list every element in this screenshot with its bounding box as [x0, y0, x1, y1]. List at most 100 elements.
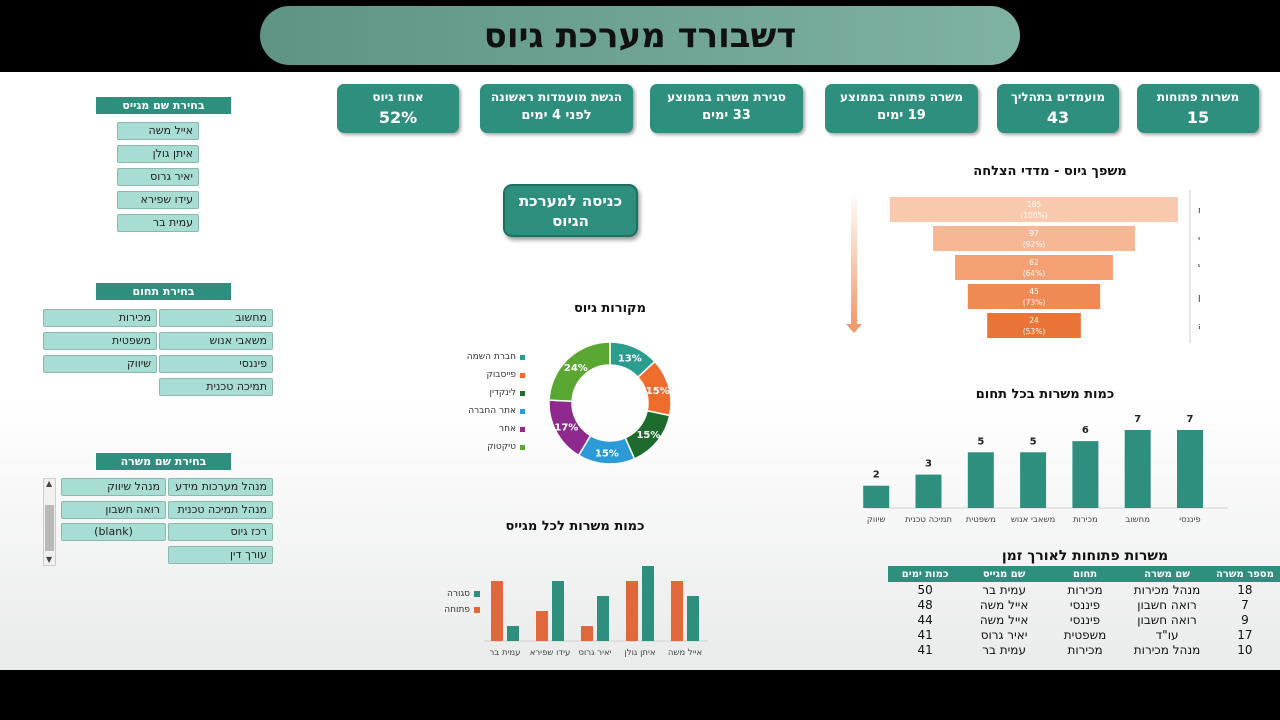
position-slicer-item[interactable]: עורך דין: [168, 546, 273, 564]
dashboard-title: דשבורד מערכת גיוס: [483, 15, 797, 56]
legend-item-closed: סגורה: [430, 586, 480, 602]
field-slicer-item[interactable]: פיננסי: [159, 355, 273, 373]
funnel-stage-value: 62: [1029, 258, 1039, 267]
field-bar-value: 2: [873, 470, 880, 481]
funnel-stage-value: 97: [1029, 229, 1039, 238]
kpi-value: 33 ימים: [702, 108, 751, 123]
column-header[interactable]: מספר משרה: [1209, 566, 1280, 582]
funnel-chart: 185 (100%) 1 - נשלחו קוח 97 (92%) 2 - ראיון ט…: [846, 190, 1200, 343]
recruiter-slicer-item[interactable]: אייל משה: [117, 122, 199, 140]
closed-bar: [687, 596, 699, 641]
column-header[interactable]: שם משרה: [1124, 566, 1210, 582]
column-header[interactable]: שם מגייס: [962, 566, 1046, 582]
field-category-label: משאבי אנוש: [1011, 515, 1055, 525]
legend-item: אחר: [455, 420, 525, 438]
field-slicer-item[interactable]: משפטית: [43, 332, 157, 350]
field-bar-value: 7: [1187, 414, 1194, 425]
table-row: 9 רואה חשבון פיננסי אייל משה 44: [888, 612, 1280, 627]
recruiter-slicer-item[interactable]: יאיר גרוס: [117, 168, 199, 186]
field-bar-value: 6: [1082, 425, 1089, 436]
field-category-label: משפטית: [966, 515, 996, 525]
kpi-label: הגשת מועמדות ראשונה: [491, 90, 622, 104]
donut-slice-label: 15%: [636, 430, 660, 441]
recruiter-chart-legend: סגורה פתוחה: [430, 586, 480, 618]
position-slicer-item[interactable]: רכז גיוס: [168, 523, 273, 541]
recruiter-slicer-item[interactable]: עמית בר: [117, 214, 199, 232]
field-slicer-item[interactable]: שיווק: [43, 355, 157, 373]
table-cell: פיננסי: [1069, 612, 1101, 627]
field-slicer-header: בחירת תחום: [96, 283, 231, 300]
open-bar: [491, 581, 503, 641]
kpi-first-application: הגשת מועמדות ראשונה לפני 4 ימים: [480, 84, 633, 133]
table-cell: מכירות: [1067, 582, 1103, 597]
enter-recruitment-system-button[interactable]: כניסה למערכת הגיוס: [503, 184, 638, 237]
field-bar-value: 3: [925, 459, 932, 470]
position-slicer-item[interactable]: מנהל שיווק: [61, 478, 166, 496]
field-bar: [1124, 430, 1151, 508]
closed-bar: [507, 626, 519, 641]
donut-slice-label: 15%: [646, 386, 670, 397]
funnel-stage-value: 24: [1029, 316, 1039, 325]
kpi-value: 52%: [378, 108, 418, 127]
open-bar: [626, 581, 638, 641]
table-cell: 41: [917, 642, 933, 657]
closed-bar: [642, 566, 654, 641]
scroll-down-icon[interactable]: ▼: [46, 555, 53, 564]
table-cell: משפטית: [1063, 627, 1107, 642]
recruiter-chart-title: כמות משרות לכל מגייס: [505, 519, 645, 534]
funnel-stage-pct: (73%): [1023, 298, 1046, 307]
recruiter-slicer-item[interactable]: עידו שפירא: [117, 191, 199, 209]
recruiter-bar-chart: אייל משה איתן גולן יאיר גרוס עידו שפירא עמית…: [484, 566, 708, 658]
kpi-avg-close-days: סגירת משרה בממוצע 33 ימים: [650, 84, 803, 133]
field-slicer-item[interactable]: משאבי אנוש: [159, 332, 273, 350]
kpi-label: משרות פתוחות: [1156, 90, 1240, 104]
recruiter-category-label: עמית בר: [490, 648, 521, 658]
position-slicer-item[interactable]: מנהל תמיכה טכנית: [168, 501, 273, 519]
jobs-table-title: משרות פתוחות לאורך זמן: [1001, 548, 1169, 564]
recruiter-category-label: יאיר גרוס: [578, 648, 611, 658]
funnel-arrow-shaft: [851, 192, 857, 326]
funnel-stage-bar: [955, 255, 1113, 280]
column-header[interactable]: תחום: [1045, 566, 1125, 582]
table-cell: 10: [1237, 642, 1253, 657]
scroll-thumb[interactable]: [45, 505, 54, 551]
kpi-candidates-in-process: מועמדים בתהליך 43: [997, 84, 1119, 133]
column-header[interactable]: כמות ימים: [888, 566, 963, 582]
field-chart-title: כמות משרות בכל תחום: [975, 387, 1115, 402]
funnel-stage-bar: [967, 284, 1101, 309]
field-bar: [863, 485, 890, 508]
field-category-label: שיווק: [867, 515, 886, 525]
closed-bar: [552, 581, 564, 641]
recruiter-category-label: איתן גולן: [624, 648, 655, 658]
recruiter-slicer-header: בחירת שם מגייס: [96, 97, 231, 114]
position-slicer-item[interactable]: (blank): [61, 523, 166, 541]
table-cell: אייל משה: [979, 597, 1029, 612]
kpi-value: 19 ימים: [877, 108, 926, 123]
position-slicer-header: בחירת שם משרה: [96, 453, 231, 470]
table-cell: 50: [917, 582, 933, 597]
field-category-label: מחשוב: [1125, 515, 1150, 525]
field-bar-chart: 7 פיננסי 7 מחשוב 6 מכירות 5 משאבי אנוש 5 משפטית 3 ת…: [863, 414, 1228, 525]
table-cell: יאיר גרוס: [980, 627, 1028, 642]
funnel-stage-value: 185: [1027, 200, 1042, 209]
recruiter-slicer-item[interactable]: איתן גולן: [117, 145, 199, 163]
position-slicer-item[interactable]: מנהל מערכות מידע: [168, 478, 273, 496]
funnel-stage-bar: [890, 197, 1178, 222]
legend-item-open: פתוחה: [430, 602, 480, 618]
funnel-stage-label: 4 - מבחן: [1198, 292, 1200, 303]
kpi-avg-open-days: משרה פתוחה בממוצע 19 ימים: [825, 84, 978, 133]
scroll-up-icon[interactable]: ▲: [46, 479, 53, 488]
position-slicer-scrollbar[interactable]: ▲ ▼: [43, 478, 56, 566]
field-slicer-item[interactable]: מכירות: [43, 309, 157, 327]
table-cell: מכירות: [1067, 642, 1103, 657]
field-slicer-item[interactable]: מחשוב: [159, 309, 273, 327]
field-bar: [1072, 441, 1099, 508]
table-cell: 41: [917, 627, 933, 642]
open-bar: [581, 626, 593, 641]
field-slicer-item[interactable]: תמיכה טכנית: [159, 378, 273, 396]
position-slicer-item[interactable]: רואה חשבון: [61, 501, 166, 519]
field-bar-value: 5: [977, 436, 984, 447]
kpi-hire-rate: אחוז גיוס 52%: [337, 84, 459, 133]
table-cell: רואה חשבון: [1137, 612, 1197, 627]
table-cell: מנהל מכירות: [1133, 642, 1201, 657]
